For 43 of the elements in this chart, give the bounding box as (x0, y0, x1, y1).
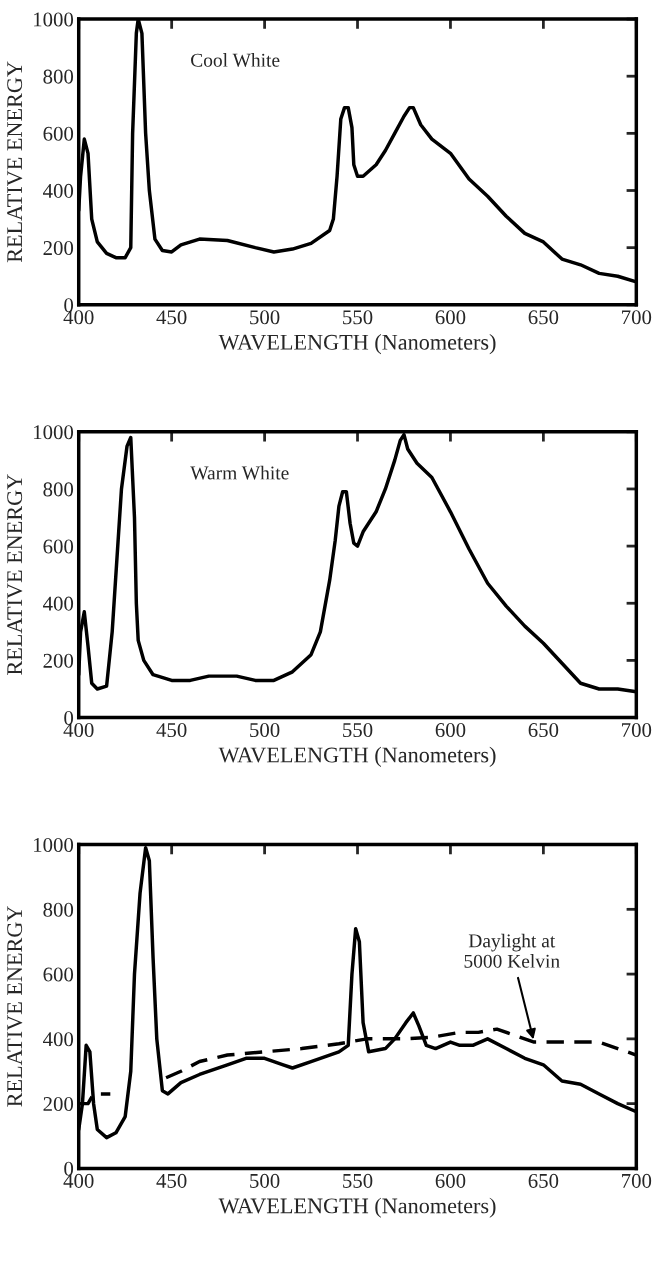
x-tick-label: 650 (528, 310, 559, 325)
y-tick-label: 200 (43, 1097, 74, 1112)
y-tick-label: 600 (43, 967, 74, 982)
y-tick-label: 400 (43, 1032, 74, 1047)
y-tick-label: 800 (43, 69, 74, 84)
x-tick-label: 450 (156, 310, 187, 325)
x-tick-label: 700 (622, 723, 652, 738)
x-tick-label: 700 (622, 310, 652, 325)
x-tick-label: 450 (156, 723, 187, 738)
y-tick-label: 400 (43, 596, 74, 611)
annotation: Daylight at 5000 Kelvin (464, 933, 560, 968)
x-tick-label: 650 (528, 723, 559, 738)
x-tick-label: 550 (343, 1173, 373, 1188)
y-axis-title: RELATIVE ENERGY (7, 906, 23, 1107)
y-tick-label: 1000 (34, 837, 74, 852)
text: Warm White (190, 465, 289, 480)
x-tick-label: 650 (528, 1173, 559, 1188)
y-tick-label: 0 (64, 710, 74, 725)
y-tick-label: 200 (43, 653, 74, 668)
x-tick-label: 500 (250, 1173, 280, 1188)
y-tick-label: 1000 (34, 12, 74, 27)
y-axis-title: RELATIVE ENERGY (7, 474, 23, 675)
y-tick-label: 800 (43, 482, 74, 497)
x-tick-label: 600 (435, 723, 466, 738)
y-tick-label: 600 (43, 539, 74, 554)
x-axis-title: WAVELENGTH (Nanometers) (218, 746, 496, 768)
x-tick-label: 550 (343, 723, 373, 738)
y-tick-label: 600 (43, 126, 74, 141)
y-tick-label: 1000 (34, 425, 74, 440)
y-tick-label: 400 (43, 183, 74, 198)
x-tick-label: 500 (250, 723, 280, 738)
x-tick-label: 600 (435, 1173, 466, 1188)
x-tick-label: 550 (343, 310, 373, 325)
x-axis-title: WAVELENGTH (Nanometers) (218, 334, 496, 355)
x-tick-label: 450 (156, 1173, 187, 1188)
x-tick-label: 600 (435, 310, 466, 325)
x-axis-title: WAVELENGTH (Nanometers) (218, 1197, 496, 1218)
y-tick-label: 200 (43, 241, 74, 256)
x-tick-label: 700 (622, 1173, 652, 1188)
text: Cool White (191, 53, 280, 67)
x-tick-label: 500 (250, 310, 280, 325)
y-axis-title: RELATIVE ENERGY (7, 61, 23, 263)
y-tick-label: 800 (43, 902, 74, 917)
